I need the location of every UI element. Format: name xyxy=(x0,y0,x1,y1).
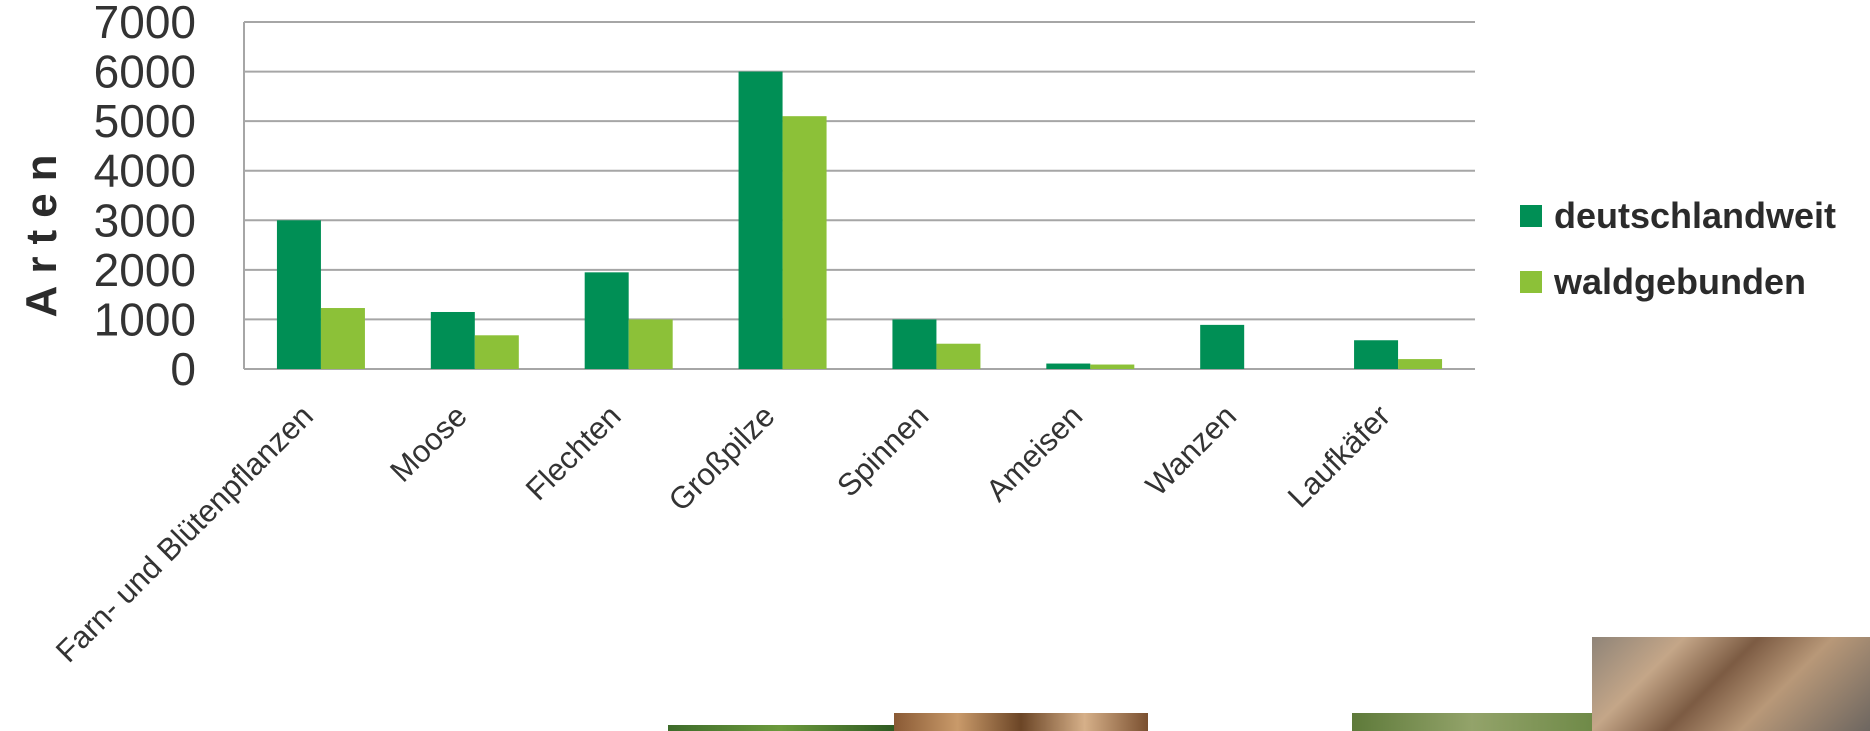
y-tick-label: 7000 xyxy=(94,0,196,48)
bar-waldgebunden xyxy=(1398,359,1443,369)
bar-deutschlandweit xyxy=(1354,340,1399,369)
photo-mushrooms xyxy=(894,713,1148,731)
y-tick-label: 4000 xyxy=(94,145,196,197)
y-tick-label: 6000 xyxy=(94,46,196,98)
x-category-label: Farn- und Blütenpflanzen xyxy=(49,398,320,669)
x-category-label: Moose xyxy=(383,398,474,489)
legend-swatch xyxy=(1520,205,1542,227)
photo-grass xyxy=(1352,713,1592,731)
grid-lines xyxy=(243,21,1475,370)
bars xyxy=(276,71,1443,370)
bar-deutschlandweit xyxy=(1046,363,1091,369)
x-category-label: Wanzen xyxy=(1139,398,1243,502)
bar-waldgebunden xyxy=(628,319,673,369)
legend-swatch xyxy=(1520,271,1542,293)
y-tick-label: 2000 xyxy=(94,244,196,296)
y-tick-label: 1000 xyxy=(94,293,196,345)
bar-waldgebunden xyxy=(320,308,365,369)
bar-deutschlandweit xyxy=(892,319,937,369)
legend-label: waldgebunden xyxy=(1553,261,1806,302)
bar-deutschlandweit xyxy=(1200,324,1245,369)
bar-waldgebunden xyxy=(474,335,519,369)
bar-waldgebunden xyxy=(1090,364,1135,369)
photo-leaf-litter xyxy=(1592,637,1870,731)
bar-deutschlandweit xyxy=(584,272,629,369)
photo-moss xyxy=(668,725,894,731)
y-tick-label: 3000 xyxy=(94,194,196,246)
legend-label: deutschlandweit xyxy=(1554,195,1836,236)
y-tick-label: 0 xyxy=(170,343,196,395)
x-category-label: Ameisen xyxy=(979,398,1089,508)
y-axis-title: Arten xyxy=(17,143,66,318)
x-category-label: Flechten xyxy=(519,398,628,507)
y-tick-label: 5000 xyxy=(94,95,196,147)
x-category-label: Großpilze xyxy=(662,398,782,518)
legend: deutschlandweit waldgebunden xyxy=(1520,195,1836,302)
bar-deutschlandweit xyxy=(738,71,783,370)
x-category-label: Laufkäfer xyxy=(1281,398,1397,514)
bar-waldgebunden xyxy=(782,116,827,369)
x-category-label: Spinnen xyxy=(830,398,935,503)
x-axis-category-labels: Farn- und Blütenpflanzen Moose Flechten Gro… xyxy=(49,398,1397,669)
bar-waldgebunden xyxy=(936,343,981,369)
bar-deutschlandweit xyxy=(430,311,475,369)
bar-deutschlandweit xyxy=(276,220,321,369)
